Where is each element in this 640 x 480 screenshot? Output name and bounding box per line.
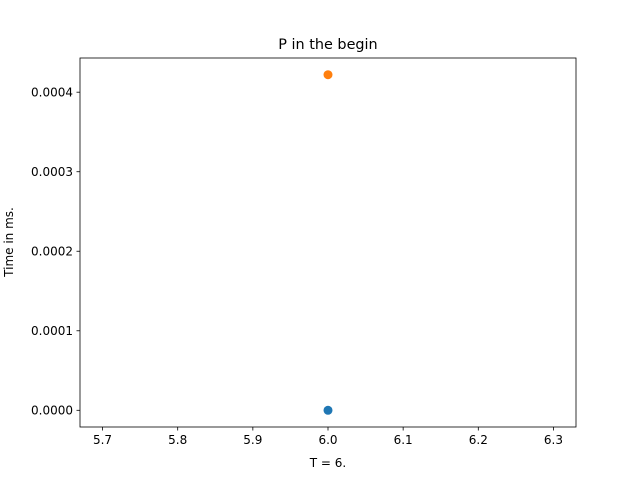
x-axis: 5.7 5.8 5.9 6.0 6.1 6.2 6.3	[93, 427, 563, 447]
y-tick-label: 0.0000	[31, 404, 73, 418]
x-tick-label: 5.9	[243, 433, 262, 447]
plot-area	[80, 58, 576, 427]
x-tick-label: 6.3	[544, 433, 563, 447]
y-tick-label: 0.0004	[31, 85, 73, 99]
y-tick-label: 0.0001	[31, 324, 73, 338]
plot-frame	[79, 57, 577, 428]
x-axis-label: T = 6.	[309, 456, 346, 470]
y-tick-label: 0.0003	[31, 165, 73, 179]
x-tick-label: 6.1	[394, 433, 413, 447]
y-tick-label: 0.0002	[31, 245, 73, 259]
data-point-series-1	[323, 405, 333, 415]
x-tick-label: 6.0	[318, 433, 337, 447]
x-tick-label: 5.8	[168, 433, 187, 447]
y-axis: 0.0000 0.0001 0.0002 0.0003 0.0004	[31, 85, 80, 418]
data-points	[323, 70, 333, 415]
x-tick-label: 5.7	[93, 433, 112, 447]
x-tick-label: 6.2	[469, 433, 488, 447]
data-point-series-2	[323, 70, 333, 80]
chart-title: P in the begin	[278, 37, 377, 53]
y-axis-label: Time in ms.	[2, 207, 16, 278]
